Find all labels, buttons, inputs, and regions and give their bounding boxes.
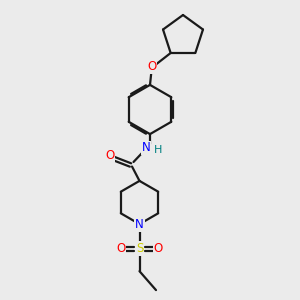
Text: O: O [105, 149, 114, 162]
Text: O: O [147, 60, 156, 73]
Text: S: S [136, 242, 143, 255]
Text: H: H [154, 145, 163, 155]
Text: O: O [154, 242, 163, 255]
Text: N: N [135, 218, 144, 231]
Text: N: N [142, 141, 151, 154]
Text: O: O [116, 242, 125, 255]
